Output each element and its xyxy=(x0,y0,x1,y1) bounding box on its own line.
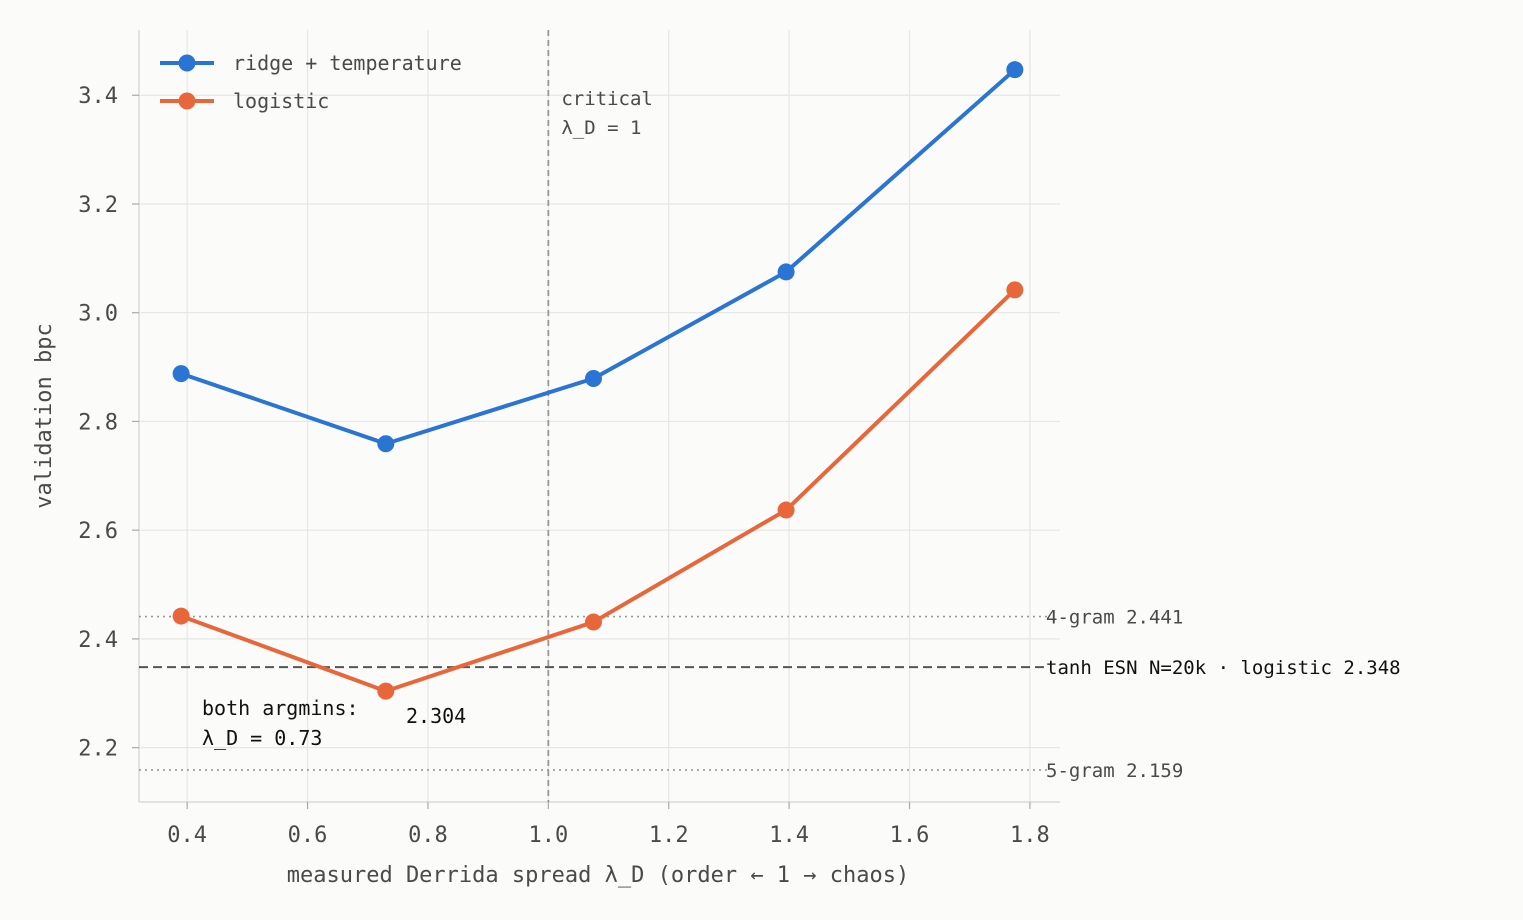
series-0-point xyxy=(172,365,190,383)
reference-lines: 4-gram 2.441 tanh ESN N=20k · logistic 2.… xyxy=(139,607,1401,782)
x-tick-label: 0.8 xyxy=(408,823,448,848)
argmin-annotation-line1: both argmins: xyxy=(202,696,359,720)
y-axis-label: validation bpc xyxy=(32,323,57,508)
argmin-annotation-line2: λ_D = 0.73 xyxy=(202,726,322,750)
y-tick-label: 3.0 xyxy=(78,302,118,327)
legend-marker xyxy=(178,92,196,110)
min-value-label: 2.304 xyxy=(406,704,466,728)
series-1-point xyxy=(172,607,190,625)
reference-line-label: tanh ESN N=20k · logistic 2.348 xyxy=(1046,657,1401,679)
series-1-point xyxy=(1006,281,1024,299)
y-tick-label: 2.8 xyxy=(78,410,118,435)
series-group xyxy=(172,61,1024,700)
grid xyxy=(139,30,1060,802)
critical-line-group: critical λ_D = 1 xyxy=(547,30,653,802)
critical-label-line1: critical xyxy=(561,88,653,110)
series-0-point xyxy=(777,263,795,281)
series-1-point xyxy=(584,613,602,631)
x-tick-label: 1.2 xyxy=(649,823,689,848)
x-tick-label: 0.6 xyxy=(288,823,328,848)
y-tick-label: 2.6 xyxy=(78,519,118,544)
series-0-point xyxy=(584,369,602,387)
series-0-point xyxy=(1006,61,1024,79)
critical-label-line2: λ_D = 1 xyxy=(561,117,641,139)
y-tick-label: 3.4 xyxy=(78,84,118,109)
tick-labels: 0.4 0.6 0.8 1.0 1.2 1.4 1.6 1.8 2.2 2.4 2.6 2.8 3.0 3… xyxy=(78,84,1050,848)
x-tick-label: 1.4 xyxy=(769,823,809,848)
legend-entry: ridge + temperature xyxy=(233,51,462,75)
legend-marker xyxy=(178,54,196,72)
x-axis-label: measured Derrida spread λ_D (order ← 1 →… xyxy=(287,863,910,888)
x-tick-label: 1.0 xyxy=(528,823,568,848)
axes xyxy=(132,30,1060,809)
reference-line-label: 4-gram 2.441 xyxy=(1046,607,1183,629)
series-1-point xyxy=(777,501,795,519)
y-tick-label: 2.4 xyxy=(78,628,118,653)
x-tick-label: 1.8 xyxy=(1010,823,1050,848)
x-tick-label: 0.4 xyxy=(167,823,207,848)
series-line-1 xyxy=(180,288,1017,694)
legend: ridge + temperature logistic xyxy=(160,51,462,113)
reference-line-label: 5-gram 2.159 xyxy=(1046,760,1183,782)
series-1-point xyxy=(377,682,395,700)
y-tick-label: 3.2 xyxy=(78,193,118,218)
y-tick-label: 2.2 xyxy=(78,737,118,762)
legend-entry: logistic xyxy=(233,89,329,113)
series-0-point xyxy=(377,435,395,453)
x-tick-label: 1.6 xyxy=(890,823,930,848)
